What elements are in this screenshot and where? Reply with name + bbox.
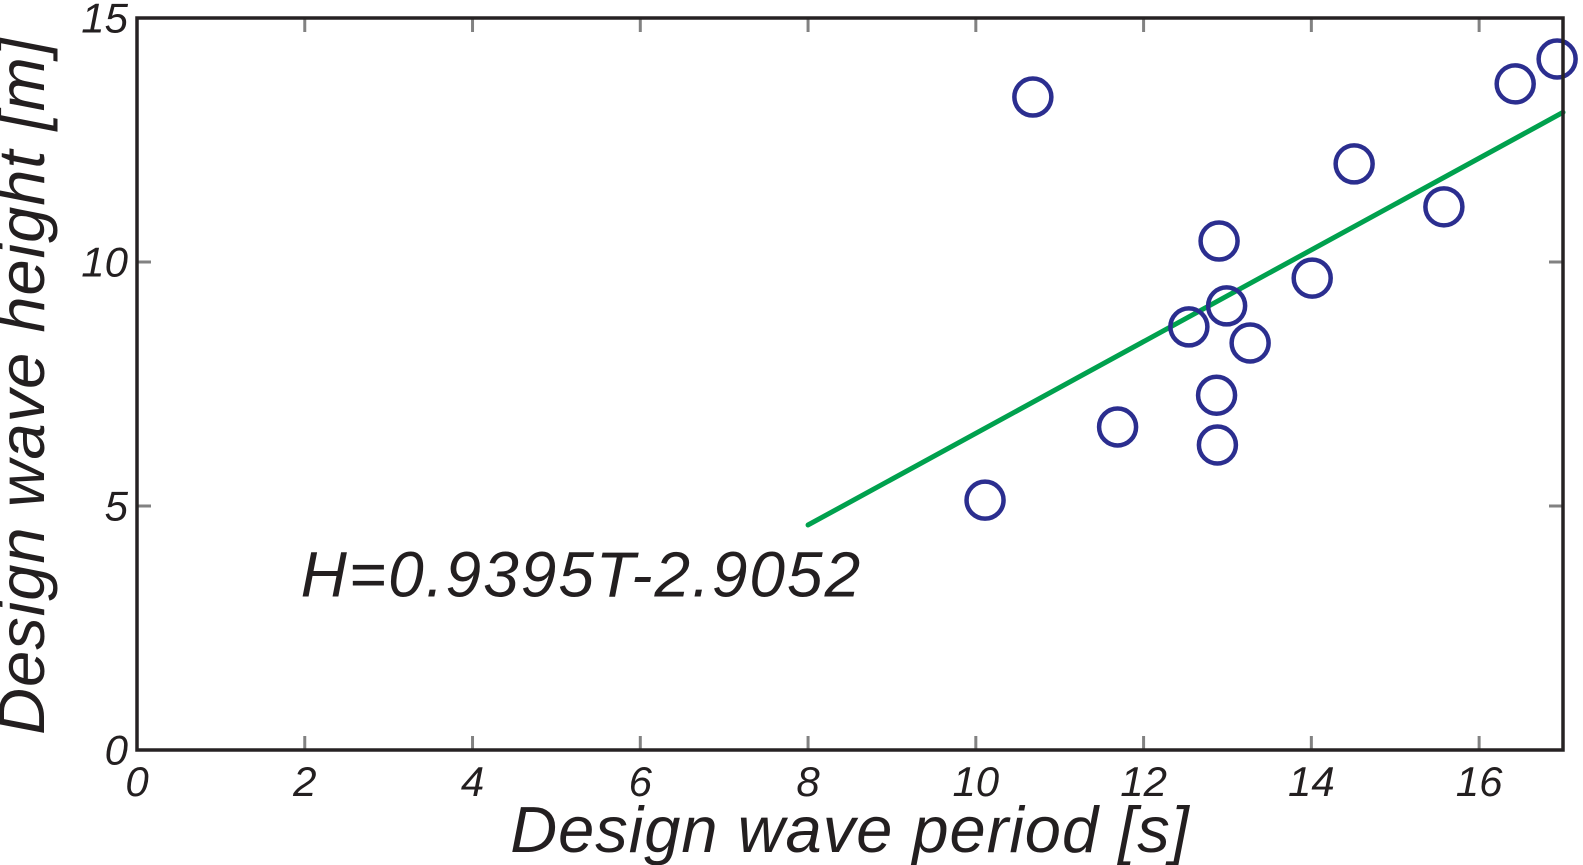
x-tick-label: 12 bbox=[1120, 758, 1167, 805]
data-point bbox=[1229, 322, 1271, 364]
y-tick-label: 0 bbox=[105, 727, 129, 774]
x-tick-label: 0 bbox=[125, 758, 149, 805]
data-point bbox=[1198, 220, 1240, 262]
x-tick-label: 2 bbox=[292, 758, 316, 805]
x-tick-label: 8 bbox=[796, 758, 820, 805]
data-point bbox=[1536, 38, 1578, 80]
data-point bbox=[1012, 76, 1054, 118]
trend-line bbox=[805, 109, 1566, 528]
y-tick-label: 5 bbox=[105, 483, 129, 530]
data-point bbox=[1196, 424, 1239, 466]
y-axis-title: Design wave height [m] bbox=[0, 36, 58, 735]
data-point bbox=[1494, 63, 1536, 105]
y-tick-label: 10 bbox=[81, 239, 128, 286]
data-point bbox=[1205, 285, 1248, 327]
data-point bbox=[1168, 306, 1210, 348]
x-tick-label: 6 bbox=[629, 758, 653, 805]
data-point bbox=[964, 479, 1006, 521]
data-points bbox=[964, 38, 1578, 521]
data-point bbox=[1195, 374, 1238, 416]
x-tick-labels: 0 2 4 6 8 10 12 14 16 bbox=[125, 758, 1503, 805]
data-point bbox=[1096, 406, 1139, 448]
x-tick-label: 4 bbox=[461, 758, 484, 805]
data-point bbox=[1423, 186, 1465, 228]
data-point bbox=[1333, 143, 1375, 185]
x-tick-label: 10 bbox=[952, 758, 999, 805]
y-tick-labels: 0 5 10 15 bbox=[81, 0, 128, 774]
x-axis-title: Design wave period [s] bbox=[510, 793, 1190, 865]
x-tick-label: 14 bbox=[1288, 758, 1335, 805]
x-tick-label: 16 bbox=[1456, 758, 1503, 805]
plot-frame bbox=[135, 16, 1565, 752]
equation-annotation: H=0.9395T-2.9052 bbox=[301, 539, 863, 611]
y-tick-label: 15 bbox=[81, 0, 128, 42]
data-point bbox=[1291, 257, 1333, 299]
